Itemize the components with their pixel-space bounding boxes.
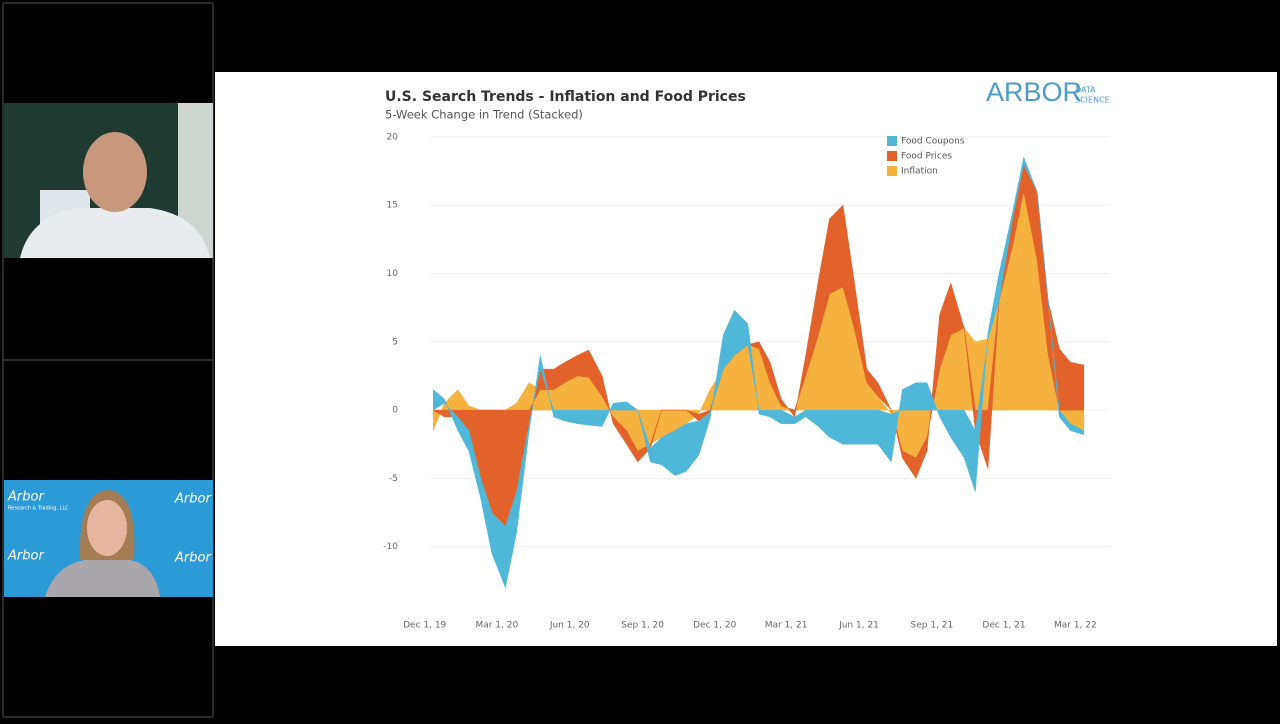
plot-area: -10 -5 0 5 10 15 20 Dec 1, 19 Mar 1, 20 Jun 1, 20… bbox=[383, 132, 1110, 631]
area bbox=[432, 163, 1085, 527]
person-body bbox=[45, 560, 160, 597]
person-head bbox=[83, 132, 147, 212]
x-tick-label: Sep 1, 21 bbox=[911, 621, 954, 631]
chart-title: U.S. Search Trends - Inflation and Food … bbox=[385, 89, 746, 105]
y-tick-label: -10 bbox=[383, 542, 398, 552]
legend-label: Food Coupons bbox=[901, 137, 965, 147]
video-tile[interactable] bbox=[4, 103, 213, 258]
x-tick-label: Jun 1, 21 bbox=[838, 621, 879, 631]
y-tick-label: 15 bbox=[387, 201, 398, 211]
y-tick-label: 0 bbox=[392, 406, 398, 416]
legend-label: Food Prices bbox=[901, 152, 952, 162]
legend-swatch bbox=[887, 166, 897, 176]
y-tick-label: -5 bbox=[389, 474, 398, 484]
logo-sub: DATA bbox=[1075, 86, 1096, 95]
x-tick-label: Dec 1, 20 bbox=[693, 621, 736, 631]
x-tick-label: Sep 1, 20 bbox=[621, 621, 664, 631]
area bbox=[433, 156, 1085, 589]
x-tick-label: Mar 1, 22 bbox=[1054, 621, 1097, 631]
legend-label: Inflation bbox=[901, 167, 938, 177]
backdrop-brand: Arbor bbox=[174, 492, 212, 507]
x-tick-label: Dec 1, 19 bbox=[403, 621, 446, 631]
person-body bbox=[20, 208, 210, 258]
person-head bbox=[87, 500, 127, 556]
backdrop-brand: Arbor bbox=[7, 490, 45, 505]
backdrop-sub: Research & Trading, LLC bbox=[8, 506, 69, 512]
legend-swatch bbox=[887, 136, 897, 146]
logo-sub: SCIENCE bbox=[1075, 96, 1110, 105]
backdrop-brand: Arbor bbox=[7, 549, 45, 564]
y-tick-label: 20 bbox=[387, 132, 399, 142]
chart-subtitle: 5-Week Change in Trend (Stacked) bbox=[385, 108, 583, 122]
x-tick-label: Dec 1, 21 bbox=[982, 621, 1025, 631]
y-tick-label: 5 bbox=[392, 337, 398, 347]
x-tick-label: Mar 1, 21 bbox=[765, 621, 808, 631]
y-tick-label: 10 bbox=[387, 269, 399, 279]
logo-main: ARBOR bbox=[986, 77, 1082, 107]
x-tick-label: Jun 1, 20 bbox=[549, 621, 590, 631]
x-tick-label: Mar 1, 20 bbox=[475, 621, 518, 631]
backdrop-brand: Arbor bbox=[174, 551, 212, 566]
video-tile[interactable]: Arbor Research & Trading, LLC Arbor Arbo… bbox=[4, 480, 213, 597]
legend-swatch bbox=[887, 151, 897, 161]
